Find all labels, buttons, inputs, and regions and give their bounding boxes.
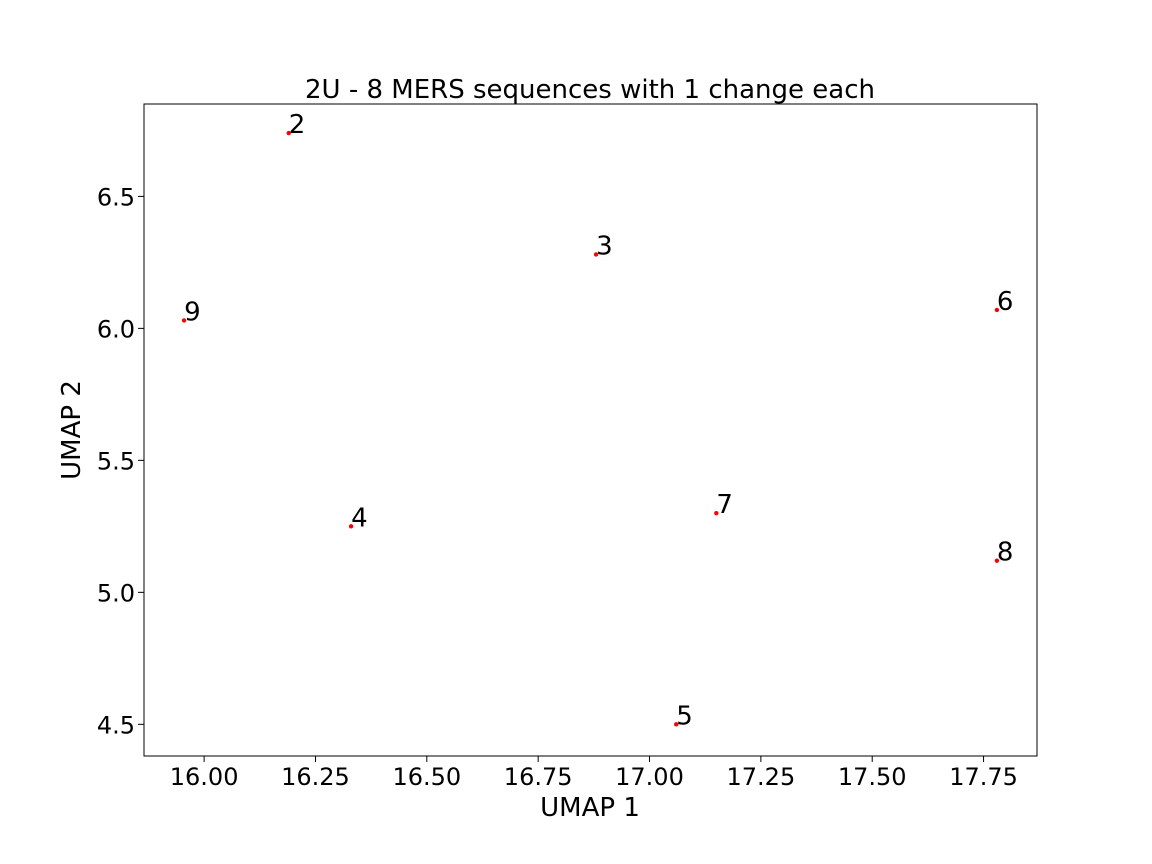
y-tick-label: 6.0 [97, 315, 135, 343]
data-point [348, 524, 354, 529]
x-tick-label: 16.25 [281, 763, 350, 791]
y-tick-label: 5.5 [97, 447, 135, 475]
y-tick-label: 5.0 [97, 579, 135, 607]
x-tick-label: 16.75 [504, 763, 573, 791]
y-tick-label: 6.5 [97, 183, 135, 211]
x-tick-label: 17.50 [838, 763, 907, 791]
point-label: 6 [997, 287, 1014, 317]
data-point [593, 252, 599, 257]
point-label: 3 [596, 231, 613, 261]
data-point [181, 318, 187, 323]
x-axis: 16.00 16.25 16.50 16.75 17.00 17.25 17.50 17.75 [170, 756, 1018, 791]
point-label: 4 [351, 503, 368, 533]
x-tick-label: 16.00 [170, 763, 239, 791]
data-point [674, 722, 679, 727]
data-point [994, 307, 1000, 313]
point-label: 7 [716, 490, 733, 520]
point-label: 5 [676, 701, 693, 731]
data-point [286, 130, 291, 136]
x-tick-label: 17.25 [727, 763, 796, 791]
x-axis-label: UMAP 1 [540, 793, 640, 823]
y-axis-label: UMAP 2 [57, 380, 87, 480]
x-tick-label: 17.75 [949, 763, 1018, 791]
y-tick-label: 4.5 [97, 711, 135, 739]
chart-title: 2U - 8 MERS sequences with 1 change each [305, 75, 875, 105]
data-point [994, 558, 1000, 563]
x-tick-label: 16.50 [392, 763, 461, 791]
y-axis: 4.5 5.0 5.5 6.0 6.5 [97, 183, 144, 739]
point-label: 2 [289, 110, 306, 140]
data-points: 2 3 4 5 6 7 8 9 [181, 110, 1014, 731]
plot-area [143, 103, 1038, 757]
point-label: 9 [184, 297, 201, 327]
point-label: 8 [997, 538, 1014, 568]
x-tick-label: 17.00 [615, 763, 684, 791]
data-point [714, 510, 719, 516]
